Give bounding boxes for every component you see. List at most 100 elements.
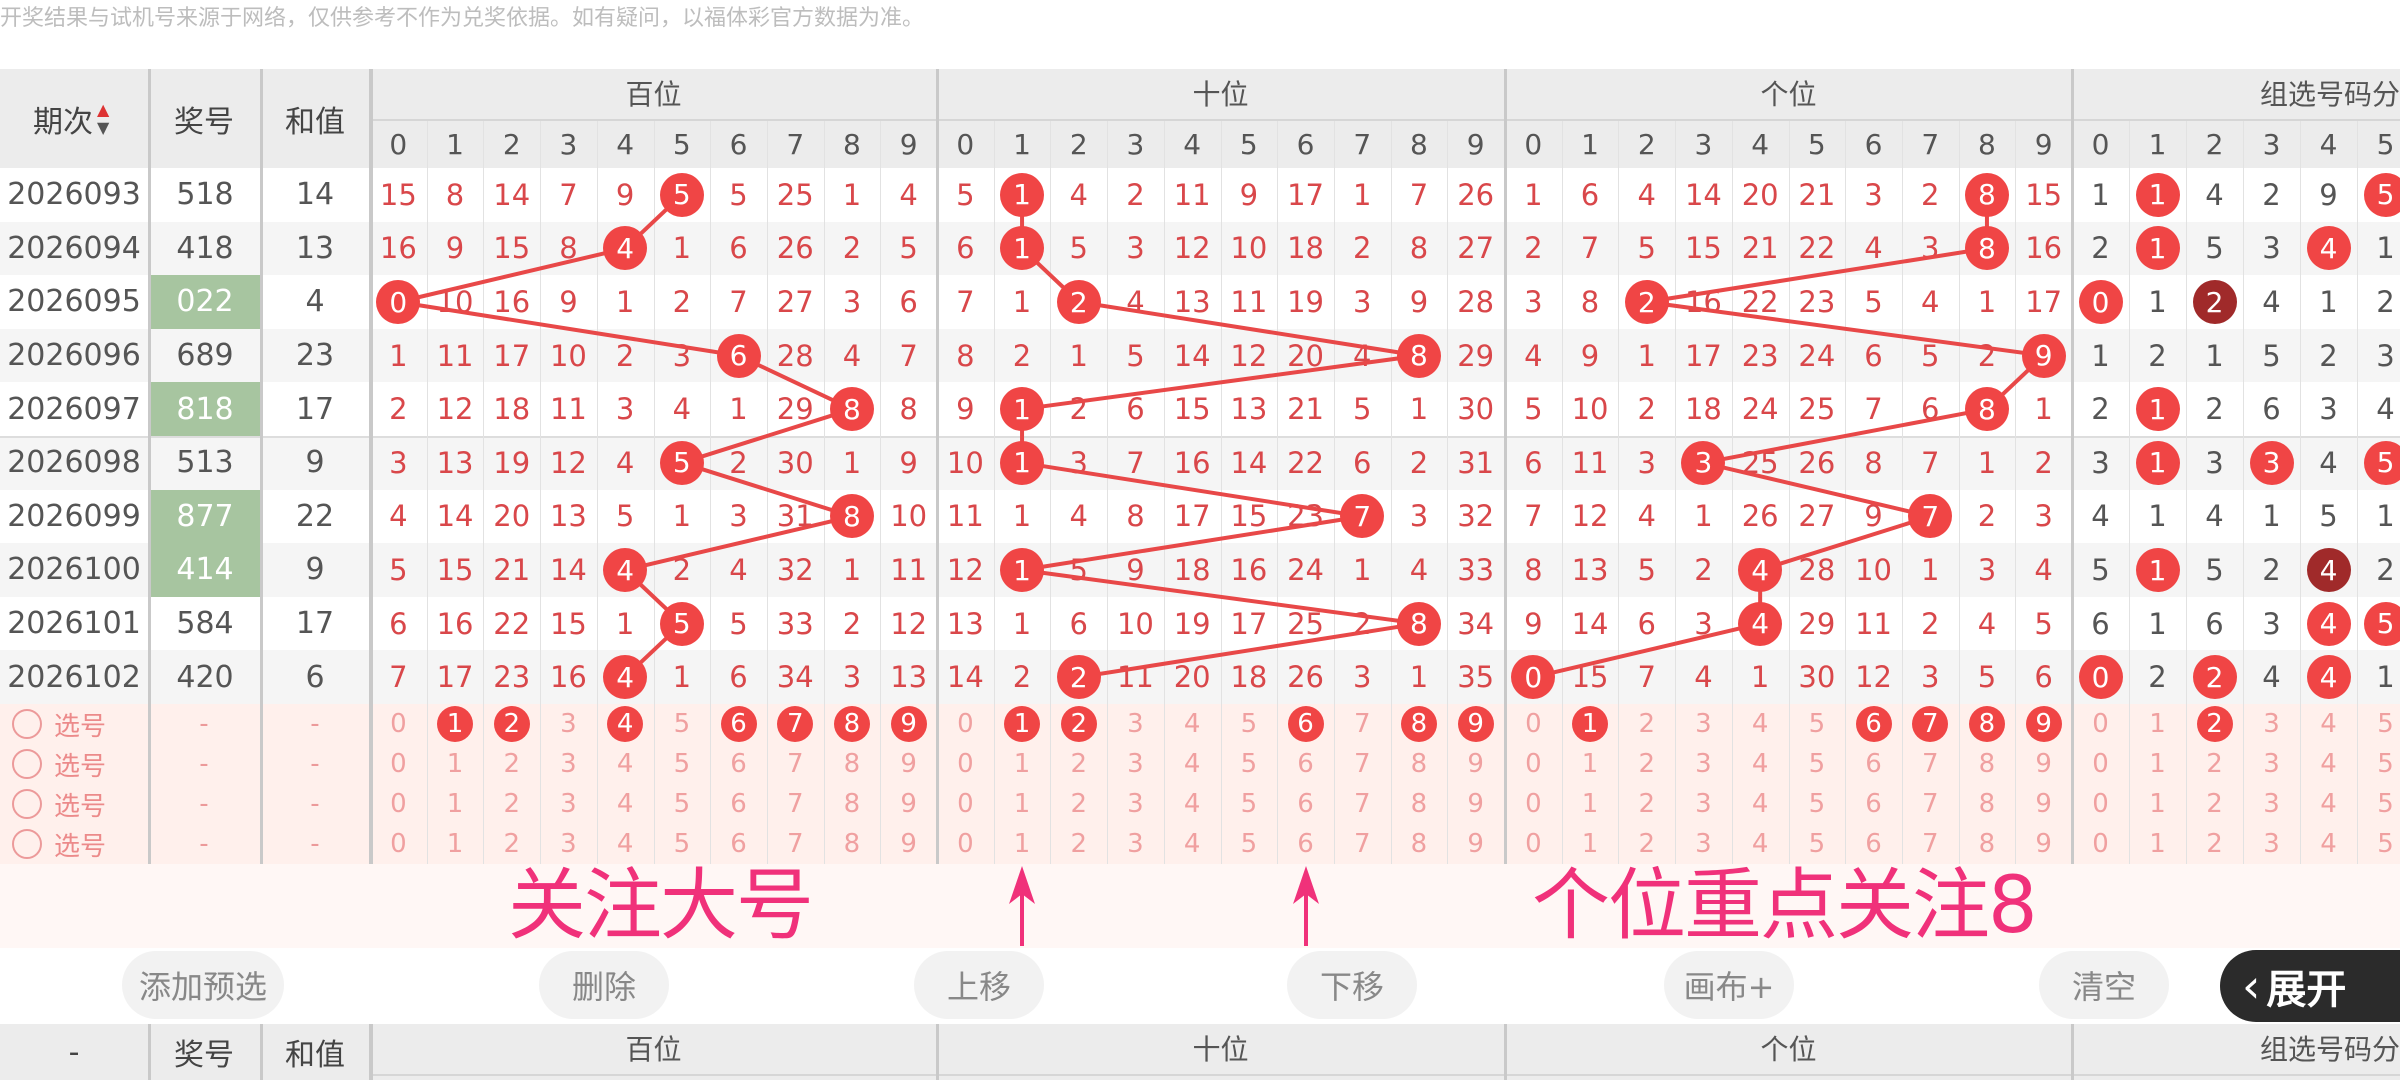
select-number-radio[interactable]: 选号: [12, 784, 146, 824]
selectable-digit[interactable]: 8: [1410, 789, 1428, 819]
radio-circle-icon[interactable]: [12, 789, 42, 819]
selectable-digit[interactable]: 2: [1638, 709, 1655, 739]
selectable-digit[interactable]: 0: [2092, 709, 2109, 739]
selected-digit-ball[interactable]: 2: [1060, 706, 1097, 742]
selectable-digit[interactable]: 0: [2092, 749, 2109, 779]
selectable-digit[interactable]: 8: [1410, 829, 1428, 859]
selectable-digit[interactable]: 5: [2377, 829, 2394, 859]
selectable-digit[interactable]: 3: [2263, 789, 2280, 819]
selectable-digit[interactable]: 7: [1353, 749, 1371, 779]
selectable-digit[interactable]: 4: [616, 749, 634, 779]
selected-digit-ball[interactable]: 7: [1912, 706, 1949, 742]
selectable-digit[interactable]: 6: [730, 789, 747, 819]
selectable-digit[interactable]: 8: [1978, 789, 1996, 819]
selectable-digit[interactable]: 5: [673, 829, 691, 859]
selectable-digit[interactable]: 7: [786, 789, 804, 819]
selectable-digit[interactable]: 3: [1695, 709, 1712, 739]
selectable-digit[interactable]: 2: [1070, 789, 1087, 819]
selectable-digit[interactable]: 1: [1013, 789, 1031, 819]
selectable-digit[interactable]: 3: [560, 829, 577, 859]
selectable-digit[interactable]: 3: [1127, 829, 1144, 859]
selectable-digit[interactable]: 5: [673, 789, 691, 819]
selectable-digit[interactable]: 2: [2206, 829, 2223, 859]
selectable-digit[interactable]: 0: [1525, 829, 1542, 859]
selectable-digit[interactable]: 4: [1183, 709, 1201, 739]
selectable-digit[interactable]: 9: [1467, 789, 1484, 819]
selectable-digit[interactable]: 7: [1353, 789, 1371, 819]
selectable-digit[interactable]: 5: [673, 749, 691, 779]
radio-circle-icon[interactable]: [12, 709, 42, 739]
selectable-digit[interactable]: 8: [843, 749, 861, 779]
delete-button[interactable]: 删除: [539, 951, 669, 1019]
selected-digit-ball[interactable]: 4: [607, 706, 644, 742]
expand-button[interactable]: ‹ 展开: [2220, 950, 2400, 1022]
selectable-digit[interactable]: 1: [2149, 709, 2166, 739]
selectable-digit[interactable]: 0: [1525, 709, 1542, 739]
selected-digit-ball[interactable]: 8: [1400, 706, 1437, 742]
selectable-digit[interactable]: 3: [2263, 709, 2280, 739]
selectable-digit[interactable]: 4: [2320, 789, 2337, 819]
selectable-digit[interactable]: 3: [1127, 749, 1144, 779]
selectable-digit[interactable]: 3: [2263, 749, 2280, 779]
selectable-digit[interactable]: 6: [730, 749, 747, 779]
selectable-digit[interactable]: 0: [957, 829, 974, 859]
canvas-plus-button[interactable]: 画布+: [1664, 951, 1794, 1019]
selectable-digit[interactable]: 2: [2206, 749, 2223, 779]
selectable-digit[interactable]: 4: [2320, 709, 2337, 739]
selectable-digit[interactable]: 5: [1808, 709, 1826, 739]
selectable-digit[interactable]: 4: [1183, 749, 1201, 779]
selectable-digit[interactable]: 2: [1638, 749, 1655, 779]
selectable-digit[interactable]: 5: [673, 709, 691, 739]
selected-digit-ball[interactable]: 2: [493, 706, 530, 742]
selectable-digit[interactable]: 1: [446, 789, 464, 819]
selectable-digit[interactable]: 4: [1751, 709, 1769, 739]
selectable-digit[interactable]: 9: [900, 749, 917, 779]
selectable-digit[interactable]: 0: [1525, 749, 1542, 779]
selectable-digit[interactable]: 7: [1921, 829, 1939, 859]
selectable-digit[interactable]: 8: [1410, 749, 1428, 779]
selectable-digit[interactable]: 5: [1240, 709, 1258, 739]
selectable-digit[interactable]: 1: [2149, 749, 2166, 779]
selected-digit-ball[interactable]: 9: [2025, 706, 2062, 742]
selectable-digit[interactable]: 3: [560, 789, 577, 819]
selectable-digit[interactable]: 5: [1808, 789, 1826, 819]
selected-digit-ball[interactable]: 7: [777, 706, 814, 742]
select-number-radio[interactable]: 选号: [12, 704, 146, 744]
selectable-digit[interactable]: 0: [390, 749, 407, 779]
selectable-digit[interactable]: 1: [1013, 829, 1031, 859]
selectable-digit[interactable]: 0: [957, 789, 974, 819]
selectable-digit[interactable]: 7: [786, 749, 804, 779]
selected-digit-ball[interactable]: 8: [1968, 706, 2005, 742]
selectable-digit[interactable]: 4: [2320, 829, 2337, 859]
selectable-digit[interactable]: 9: [2035, 749, 2052, 779]
selectable-digit[interactable]: 8: [1978, 829, 1996, 859]
selectable-digit[interactable]: 4: [1183, 789, 1201, 819]
selectable-digit[interactable]: 4: [616, 789, 634, 819]
radio-circle-icon[interactable]: [12, 749, 42, 779]
selectable-digit[interactable]: 5: [1240, 829, 1258, 859]
selectable-digit[interactable]: 7: [1921, 789, 1939, 819]
selectable-digit[interactable]: 7: [1353, 709, 1371, 739]
selectable-digit[interactable]: 2: [1070, 749, 1087, 779]
selectable-digit[interactable]: 8: [1978, 749, 1996, 779]
selectable-digit[interactable]: 4: [1751, 789, 1769, 819]
selectable-digit[interactable]: 2: [1638, 829, 1655, 859]
selected-digit-ball[interactable]: 1: [1004, 706, 1041, 742]
selected-digit-ball[interactable]: 8: [833, 706, 870, 742]
selectable-digit[interactable]: 5: [1240, 749, 1258, 779]
selectable-digit[interactable]: 6: [1297, 829, 1314, 859]
selected-digit-ball[interactable]: 6: [720, 706, 757, 742]
select-number-radio[interactable]: 选号: [12, 744, 146, 784]
selectable-digit[interactable]: 4: [1751, 749, 1769, 779]
selectable-digit[interactable]: 0: [957, 749, 974, 779]
selected-digit-ball[interactable]: 6: [1855, 706, 1892, 742]
selectable-digit[interactable]: 7: [1921, 749, 1939, 779]
selectable-digit[interactable]: 7: [1353, 829, 1371, 859]
selectable-digit[interactable]: 2: [503, 749, 520, 779]
selectable-digit[interactable]: 4: [1751, 829, 1769, 859]
selectable-digit[interactable]: 1: [1581, 829, 1599, 859]
header-period[interactable]: 期次 ▲ ▼: [0, 69, 148, 168]
selectable-digit[interactable]: 5: [1240, 789, 1258, 819]
selectable-digit[interactable]: 0: [2092, 789, 2109, 819]
selected-digit-ball[interactable]: 1: [1572, 706, 1609, 742]
